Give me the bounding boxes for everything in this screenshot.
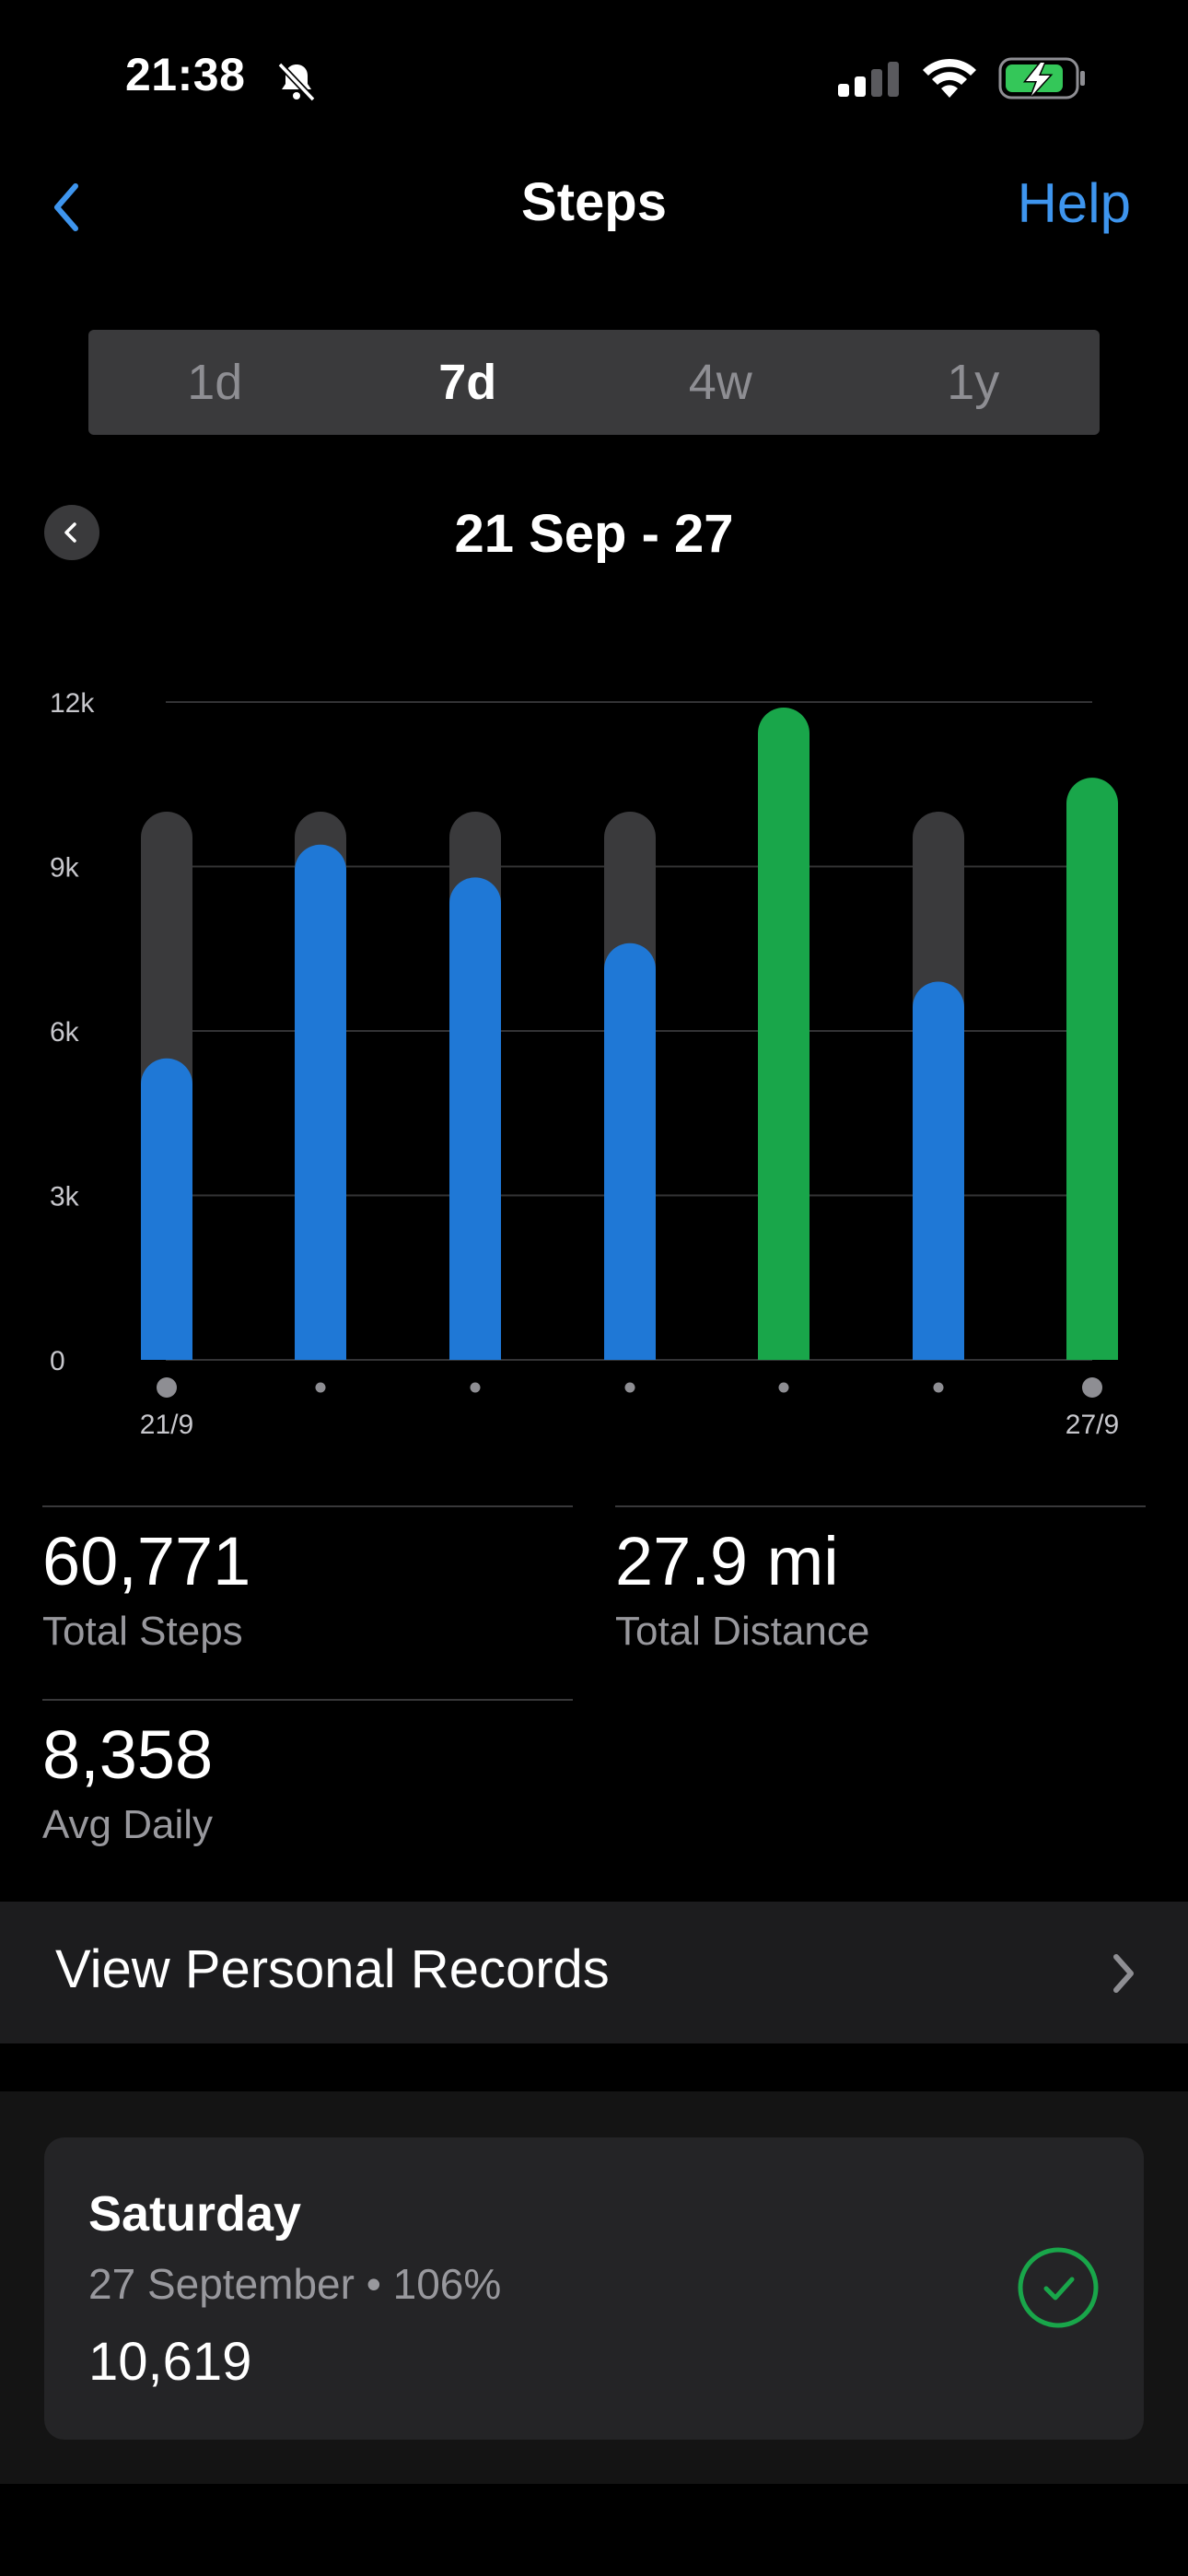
page-title: Steps (521, 172, 667, 232)
x-tick-dot (157, 1377, 177, 1398)
day-card[interactable] (44, 2137, 1144, 2440)
status-time: 21:38 (125, 49, 246, 100)
bar (604, 943, 656, 1360)
avg-daily-label: Avg Daily (42, 1802, 214, 1847)
chevron-right-icon (1113, 1954, 1134, 1993)
range-segmented-control: 1d 7d 4w 1y (88, 330, 1100, 435)
x-tick-dot (1082, 1377, 1102, 1398)
bell-slash-icon (277, 62, 316, 102)
divider (42, 1505, 573, 1507)
divider (615, 1505, 1146, 1507)
x-tick-label: 21/9 (140, 1410, 193, 1440)
view-personal-records-row[interactable] (0, 1902, 1188, 2043)
chevron-left-icon (64, 522, 76, 543)
bar (295, 844, 346, 1360)
avg-daily-value: 8,358 (42, 1716, 214, 1793)
bar (449, 877, 501, 1360)
segment-1d[interactable]: 1d (187, 355, 243, 410)
bar (913, 981, 964, 1360)
period-label: 21 Sep - 27 (454, 504, 734, 564)
wifi-icon (923, 58, 976, 98)
y-tick-label: 12k (50, 688, 95, 719)
bar (141, 1058, 192, 1360)
day-card-title: Saturday (88, 2186, 302, 2242)
x-tick-dot (315, 1382, 326, 1393)
segment-4w[interactable]: 4w (688, 355, 752, 410)
battery-charging-icon (998, 57, 1085, 100)
bar (758, 707, 809, 1360)
bar (1066, 778, 1118, 1360)
x-tick-label: 27/9 (1066, 1410, 1119, 1440)
x-tick-dot (778, 1382, 789, 1393)
y-tick-label: 9k (50, 853, 80, 884)
divider (42, 1699, 573, 1701)
total-steps-label: Total Steps (42, 1609, 243, 1654)
y-tick-label: 3k (50, 1182, 80, 1212)
status-icons (836, 55, 1087, 101)
help-button[interactable]: Help (1017, 172, 1131, 234)
view-personal-records-label: View Personal Records (55, 1939, 610, 1999)
day-card-steps: 10,619 (88, 2332, 252, 2392)
previous-period-button[interactable] (44, 505, 99, 560)
checkmark-circle-icon (1018, 2247, 1099, 2328)
signal-icon (838, 62, 899, 97)
back-button[interactable] (44, 175, 90, 240)
x-tick-dot (624, 1382, 635, 1393)
x-tick-dot (470, 1382, 481, 1393)
segment-7d[interactable]: 7d (438, 355, 497, 410)
total-distance-label: Total Distance (615, 1609, 870, 1654)
total-distance-value: 27.9 mi (615, 1523, 839, 1599)
total-steps-value: 60,771 (42, 1523, 251, 1599)
y-tick-label: 0 (50, 1346, 65, 1376)
steps-bar-chart: 12k 9k 6k 3k 0 21/9 27/9 (50, 688, 1119, 1440)
day-card-subtitle: 27 September • 106% (88, 2260, 502, 2308)
x-tick-dot (933, 1382, 944, 1393)
segment-1y[interactable]: 1y (947, 355, 1000, 410)
y-tick-label: 6k (50, 1017, 80, 1048)
